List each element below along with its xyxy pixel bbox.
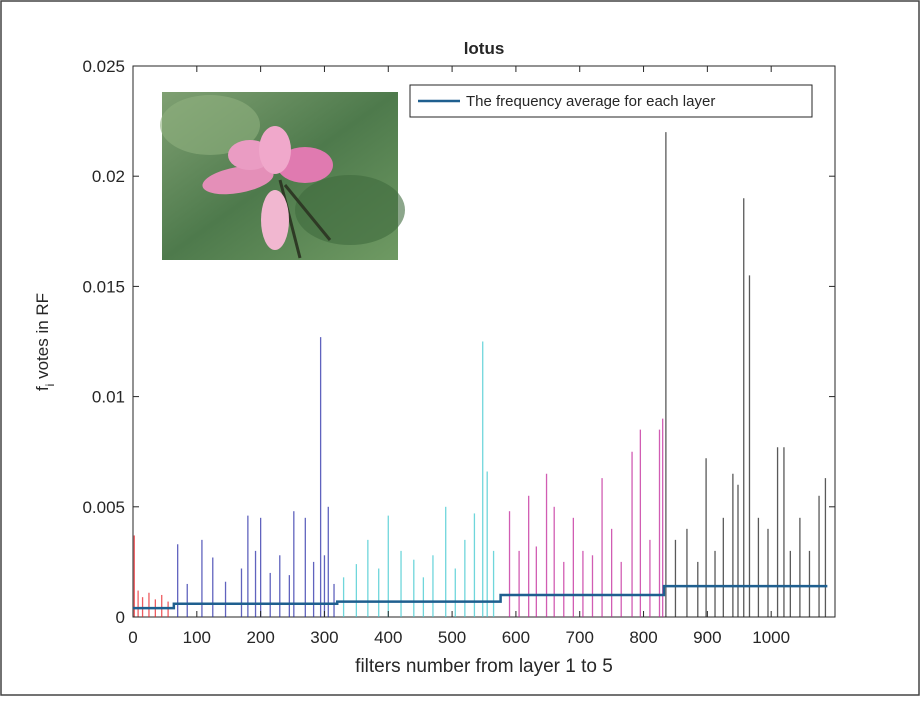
- legend-box: [409, 84, 813, 118]
- y-axis-label: fi votes in RF: [33, 293, 57, 391]
- x-tick-label: 800: [629, 628, 657, 647]
- inset-photo: [160, 92, 405, 260]
- x-tick-label: 700: [566, 628, 594, 647]
- chart-title: lotus: [464, 39, 505, 58]
- photo-stem: [278, 179, 332, 259]
- y-label-sub: i: [43, 384, 57, 387]
- x-tick-label: 600: [502, 628, 530, 647]
- y-tick-label: 0.005: [82, 498, 125, 517]
- plot-area: [133, 132, 828, 617]
- legend: The frequency average for each layer: [409, 84, 813, 118]
- y-label-rest: votes in RF: [33, 293, 52, 384]
- x-tick-label: 200: [246, 628, 274, 647]
- x-axis-label: filters number from layer 1 to 5: [355, 656, 613, 677]
- photo-petal: [202, 165, 274, 195]
- x-tick-label: 400: [374, 628, 402, 647]
- photo-leaf: [160, 95, 260, 155]
- y-label-main: f: [33, 386, 52, 391]
- photo-leaf: [295, 175, 405, 245]
- x-tick-label: 0: [128, 628, 137, 647]
- x-tick-label: 300: [310, 628, 338, 647]
- y-tick-label: 0.02: [92, 167, 125, 186]
- photo-petal: [261, 190, 289, 250]
- photo-petal: [259, 126, 291, 174]
- y-tick-label: 0: [116, 608, 125, 627]
- x-tick-label: 900: [693, 628, 721, 647]
- y-tick-label: 0.025: [82, 57, 125, 76]
- x-tick-label: 1000: [752, 628, 790, 647]
- legend-label: The frequency average for each layer: [466, 93, 715, 110]
- photo-petal: [277, 147, 333, 183]
- x-tick-label: 500: [438, 628, 466, 647]
- x-tick-label: 100: [183, 628, 211, 647]
- average-line: [133, 584, 828, 610]
- y-tick-label: 0.015: [82, 277, 125, 296]
- y-tick-label: 0.01: [92, 388, 125, 407]
